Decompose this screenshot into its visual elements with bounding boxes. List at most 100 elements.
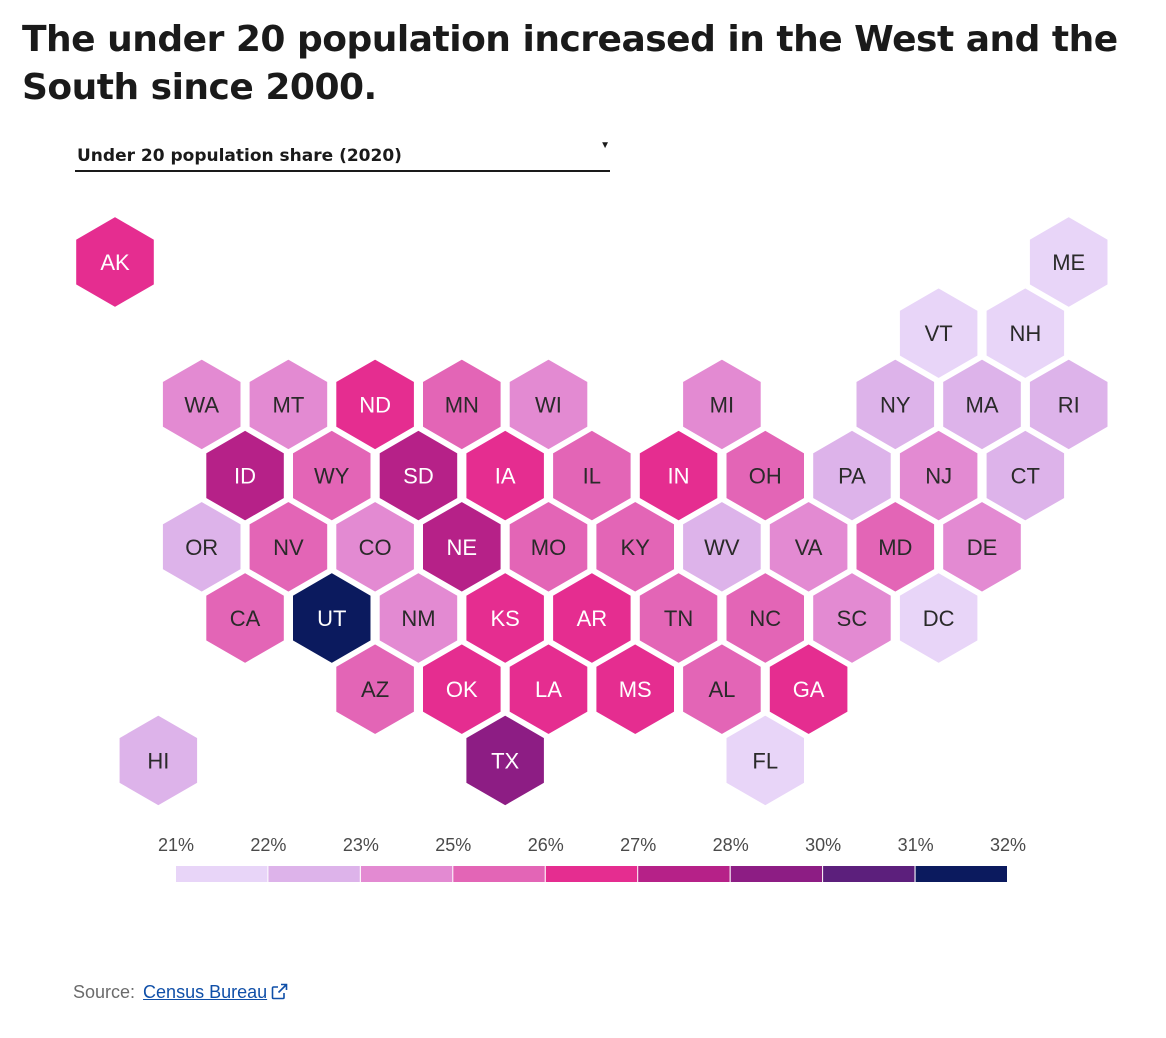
state-hex-ms[interactable]: MS	[593, 640, 677, 738]
state-hex-shape	[420, 640, 504, 738]
state-label: FL	[752, 748, 778, 773]
state-hex-co[interactable]: CO	[333, 498, 417, 596]
source-line: Source: Census Bureau	[73, 982, 288, 1003]
state-hex-shape	[636, 569, 721, 667]
state-hex-ok[interactable]: OK	[420, 640, 504, 738]
legend-tick-label: 21%	[158, 835, 194, 855]
metric-dropdown[interactable]: Under 20 population share (2020) ▼	[75, 138, 610, 172]
state-hex-fl[interactable]: FL	[723, 712, 807, 809]
state-label: CA	[230, 606, 261, 631]
state-hex-dc[interactable]: DC	[896, 569, 981, 667]
state-hex-or[interactable]: OR	[159, 498, 244, 596]
state-hex-ri[interactable]: RI	[1026, 356, 1111, 453]
state-hex-shape	[853, 498, 938, 596]
state-hex-shape	[983, 284, 1068, 382]
state-hex-il[interactable]: IL	[550, 427, 634, 524]
state-hex-shape	[940, 498, 1024, 596]
state-label: WI	[535, 392, 562, 417]
state-hex-ne[interactable]: NE	[420, 498, 504, 596]
state-hex-shape	[983, 427, 1068, 524]
state-hex-ak[interactable]: AK	[73, 213, 157, 311]
legend-tick-label: 22%	[250, 835, 286, 855]
state-hex-shape	[940, 356, 1024, 453]
state-hex-ar[interactable]: AR	[550, 569, 634, 667]
state-hex-nm[interactable]: NM	[376, 569, 461, 667]
state-hex-shape	[550, 427, 634, 524]
state-label: LA	[535, 677, 562, 702]
source-link[interactable]: Census Bureau	[143, 982, 268, 1002]
state-label: NC	[749, 606, 781, 631]
state-hex-ga[interactable]: GA	[766, 640, 851, 738]
legend-swatch	[730, 866, 823, 882]
legend-tick-label: 32%	[990, 835, 1026, 855]
state-hex-shape	[506, 498, 591, 596]
state-hex-wa[interactable]: WA	[159, 356, 244, 453]
state-hex-md[interactable]: MD	[853, 498, 938, 596]
state-hex-shape	[203, 427, 287, 524]
state-hex-in[interactable]: IN	[636, 427, 721, 524]
state-hex-shape	[593, 640, 677, 738]
state-hex-mi[interactable]: MI	[680, 356, 764, 453]
state-label: DE	[967, 535, 998, 560]
state-hex-shape	[116, 712, 201, 809]
state-hex-shape	[550, 569, 634, 667]
state-hex-sc[interactable]: SC	[810, 569, 894, 667]
state-hex-mo[interactable]: MO	[506, 498, 591, 596]
state-hex-shape	[723, 427, 807, 524]
state-label: RI	[1058, 392, 1080, 417]
legend-swatch	[915, 866, 1007, 882]
state-hex-shape	[723, 712, 807, 809]
state-hex-sd[interactable]: SD	[376, 427, 461, 524]
state-hex-tx[interactable]: TX	[463, 712, 547, 809]
state-hex-al[interactable]: AL	[680, 640, 764, 738]
state-hex-nh[interactable]: NH	[983, 284, 1068, 382]
state-hex-shape	[766, 640, 851, 738]
state-hex-me[interactable]: ME	[1026, 213, 1111, 311]
state-hex-va[interactable]: VA	[766, 498, 851, 596]
state-hex-ky[interactable]: KY	[593, 498, 677, 596]
state-hex-id[interactable]: ID	[203, 427, 287, 524]
state-hex-ma[interactable]: MA	[940, 356, 1024, 453]
state-hex-ct[interactable]: CT	[983, 427, 1068, 524]
state-label: TX	[491, 748, 519, 773]
state-hex-ia[interactable]: IA	[463, 427, 547, 524]
state-hex-shape	[636, 427, 721, 524]
state-hex-hi[interactable]: HI	[116, 712, 201, 809]
state-hex-ut[interactable]: UT	[290, 569, 374, 667]
legend-tick-label: 25%	[435, 835, 471, 855]
state-label: MO	[531, 535, 566, 560]
state-hex-nj[interactable]: NJ	[896, 427, 981, 524]
state-hex-wi[interactable]: WI	[506, 356, 591, 453]
state-hex-shape	[203, 569, 287, 667]
state-label: NM	[401, 606, 435, 631]
state-label: CT	[1011, 464, 1040, 489]
state-hex-wv[interactable]: WV	[680, 498, 764, 596]
state-hex-shape	[810, 569, 894, 667]
state-hex-ca[interactable]: CA	[203, 569, 287, 667]
state-hex-de[interactable]: DE	[940, 498, 1024, 596]
state-hex-shape	[723, 569, 807, 667]
state-label: WY	[314, 464, 350, 489]
state-hex-la[interactable]: LA	[506, 640, 591, 738]
state-hex-nc[interactable]: NC	[723, 569, 807, 667]
state-hex-tn[interactable]: TN	[636, 569, 721, 667]
state-label: CO	[359, 535, 392, 560]
state-hex-nd[interactable]: ND	[333, 356, 417, 453]
state-hex-oh[interactable]: OH	[723, 427, 807, 524]
state-label: TN	[664, 606, 693, 631]
state-hex-ny[interactable]: NY	[853, 356, 938, 453]
state-hex-ks[interactable]: KS	[463, 569, 547, 667]
legend-swatch	[360, 866, 453, 882]
state-hex-vt[interactable]: VT	[896, 284, 981, 382]
state-hex-shape	[159, 498, 244, 596]
state-label: KS	[490, 606, 519, 631]
state-hex-mn[interactable]: MN	[420, 356, 504, 453]
state-label: IA	[495, 464, 516, 489]
state-hex-pa[interactable]: PA	[810, 427, 894, 524]
state-hex-nv[interactable]: NV	[246, 498, 331, 596]
state-hex-mt[interactable]: MT	[246, 356, 331, 453]
state-hex-az[interactable]: AZ	[333, 640, 417, 738]
state-hex-wy[interactable]: WY	[290, 427, 374, 524]
state-hex-shape	[896, 284, 981, 382]
state-hex-shape	[290, 569, 374, 667]
